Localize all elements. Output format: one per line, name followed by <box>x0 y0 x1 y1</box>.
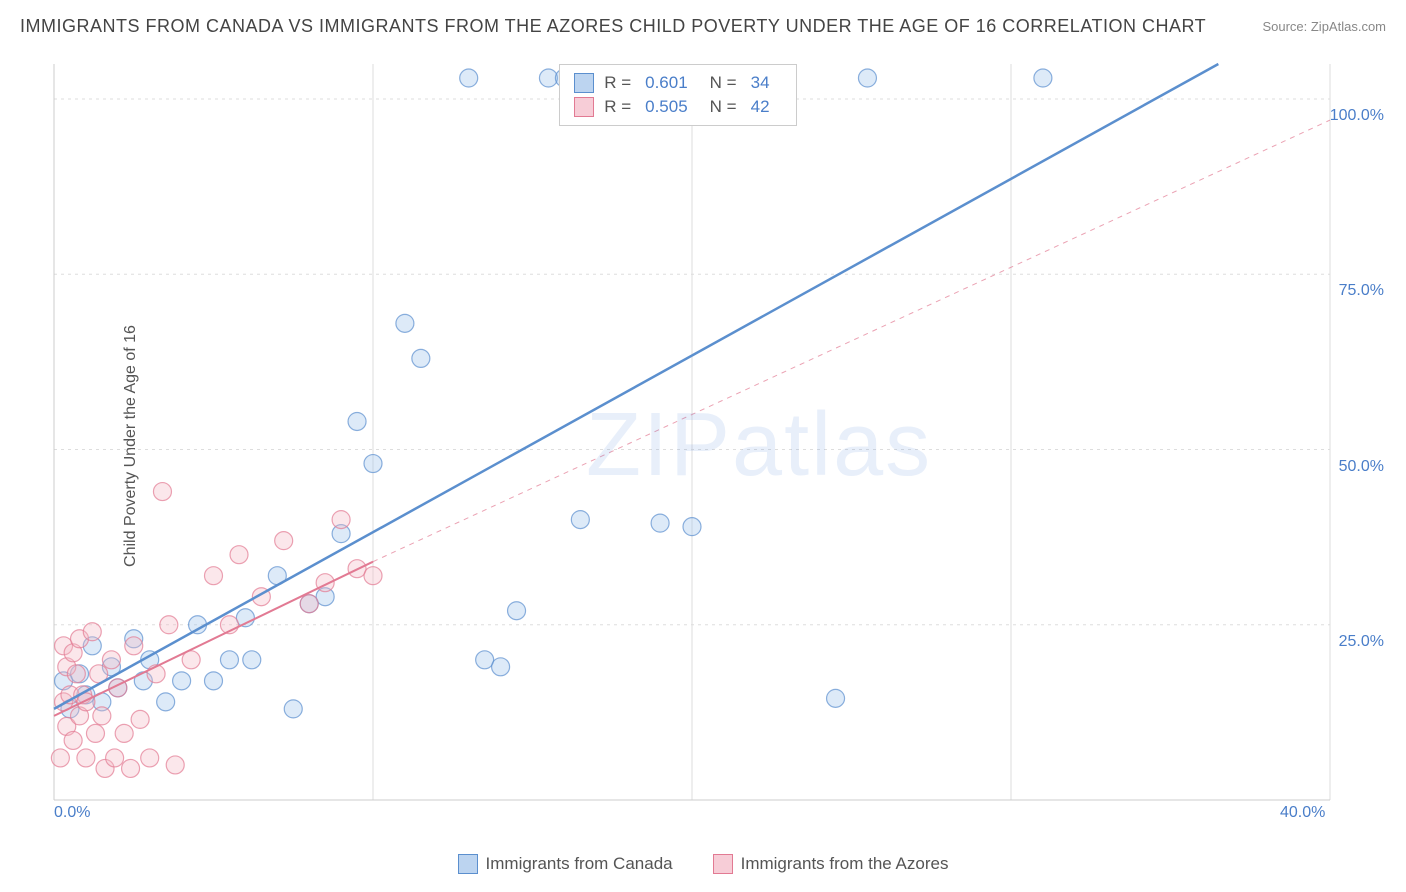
legend-stats-box: R = 0.601 N = 34 R = 0.505 N = 42 <box>559 64 796 126</box>
plot-svg <box>50 60 1390 820</box>
legend-swatch <box>574 97 594 117</box>
bottom-legend: Immigrants from Canada Immigrants from th… <box>0 854 1406 874</box>
legend-swatch <box>458 854 478 874</box>
bottom-legend-item: Immigrants from Canada <box>458 854 673 874</box>
stat-r-value: 0.601 <box>645 73 688 93</box>
stat-n-label: N = <box>710 73 737 93</box>
stat-n-value: 42 <box>751 97 770 117</box>
legend-stats-row: R = 0.505 N = 42 <box>574 95 781 119</box>
stat-r-label: R = <box>604 97 631 117</box>
x-tick-label: 40.0% <box>1280 804 1325 822</box>
stat-n-value: 34 <box>751 73 770 93</box>
legend-stats-row: R = 0.601 N = 34 <box>574 71 781 95</box>
bottom-legend-item: Immigrants from the Azores <box>713 854 949 874</box>
source-attribution: Source: ZipAtlas.com <box>1262 19 1386 34</box>
y-tick-label: 100.0% <box>1330 107 1384 125</box>
legend-swatch <box>574 73 594 93</box>
y-tick-label: 50.0% <box>1339 458 1384 476</box>
legend-swatch <box>713 854 733 874</box>
stat-r-value: 0.505 <box>645 97 688 117</box>
x-tick-label: 0.0% <box>54 804 90 822</box>
y-tick-label: 75.0% <box>1339 282 1384 300</box>
legend-series-name: Immigrants from the Azores <box>741 854 949 874</box>
stat-r-label: R = <box>604 73 631 93</box>
legend-series-name: Immigrants from Canada <box>486 854 673 874</box>
scatter-plot: ZIPatlas R =0.601N =34R =0.505N =42 25.0… <box>50 60 1390 820</box>
chart-title: IMMIGRANTS FROM CANADA VS IMMIGRANTS FRO… <box>20 16 1206 37</box>
y-tick-label: 25.0% <box>1339 633 1384 651</box>
stat-n-label: N = <box>710 97 737 117</box>
